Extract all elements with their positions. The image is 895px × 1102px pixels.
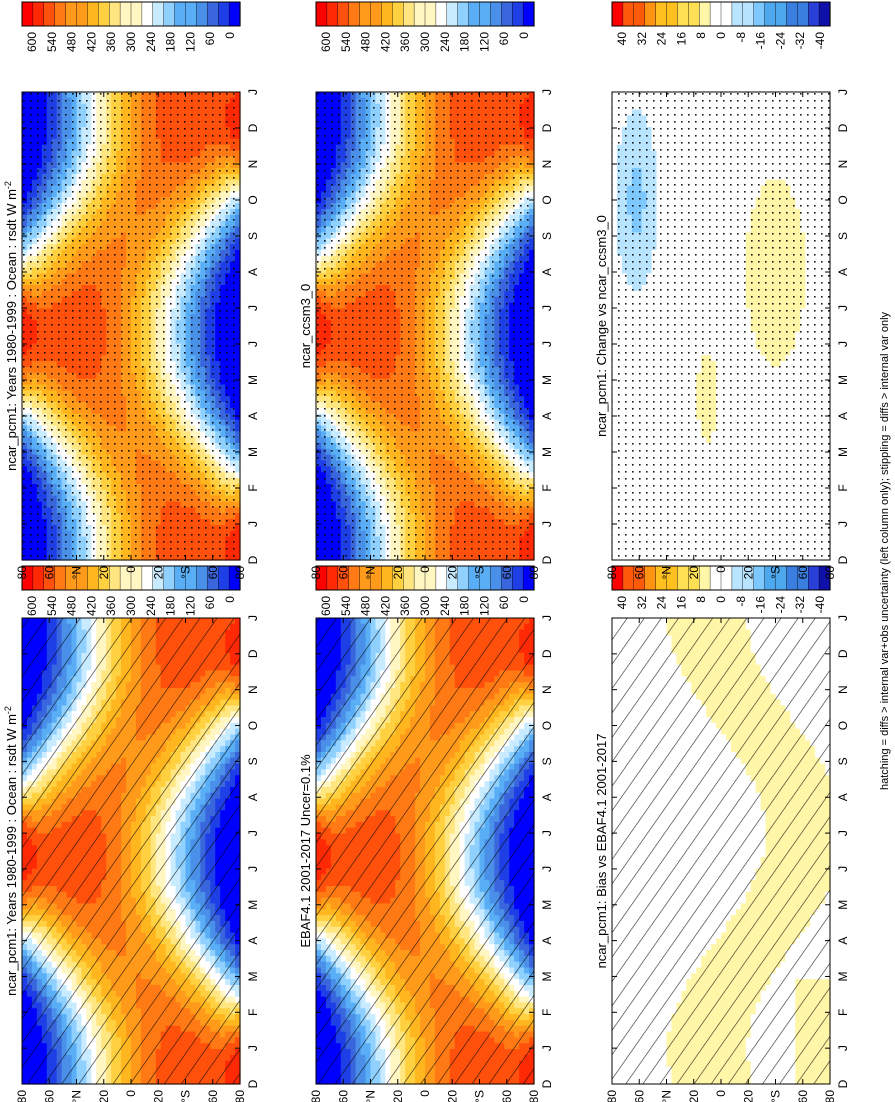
x-tick-label: J: [246, 1045, 260, 1051]
colorbar-swatch: [163, 565, 176, 591]
colorbar-tick-label: 600: [25, 596, 39, 616]
colorbar-tick-label: 60: [203, 596, 217, 610]
y-tick-label: 20: [97, 1090, 111, 1102]
colorbar-tick-label: 420: [84, 596, 98, 616]
colorbar-tick-label: 360: [104, 596, 118, 616]
y-tick-label: 80: [15, 1090, 29, 1102]
x-tick-label: D: [246, 649, 260, 658]
x-tick-label: M: [246, 900, 260, 910]
x-tick-label: A: [246, 793, 260, 801]
colorbar-tick-label: 540: [45, 596, 59, 616]
x-tick-label: J: [246, 830, 260, 836]
y-tick-label: °N: [70, 1090, 84, 1102]
colorbar-tick-label: 240: [144, 596, 158, 616]
colorbar-tick-label: 0: [223, 596, 237, 603]
colorbar-swatch: [54, 565, 67, 591]
x-tick-label: J: [246, 866, 260, 872]
colorbar-tick-label: 480: [65, 596, 79, 616]
y-tick-label: °S: [179, 1090, 193, 1102]
x-tick-label: A: [246, 937, 260, 945]
x-tick-label: M: [246, 971, 260, 981]
x-tick-label: N: [246, 685, 260, 694]
colorbar-swatch: [217, 565, 230, 591]
y-tick-label: 20: [151, 1090, 165, 1102]
colorbar-tick-label: 300: [124, 596, 138, 616]
colorbar-frame: [21, 565, 241, 591]
y-tick-label: 60: [42, 1090, 56, 1102]
x-tick-label: O: [246, 721, 260, 730]
x-tick-label: S: [246, 757, 260, 765]
colorbar-tick-label: 180: [164, 596, 178, 616]
panel-p1: D J F M A M J J A S O N D J 80 60 °N 20 0 20 °S 60 80 ncar_pcm1…: [3, 565, 260, 1102]
x-tick-label: J: [246, 615, 260, 621]
y-tick-label: 60: [206, 1090, 220, 1102]
colorbar-tick-label: 120: [183, 596, 197, 616]
panel-title: ncar_pcm1: Years 1980-1999 : Ocean : rsd…: [3, 706, 19, 996]
pattern-overlay: [22, 618, 240, 1084]
y-tick-label: 80: [233, 1090, 247, 1102]
x-tick-label: F: [246, 1009, 260, 1016]
y-tick-label: 0: [124, 1090, 138, 1097]
colorbar-swatch: [108, 565, 121, 591]
x-tick-label: D: [246, 1079, 260, 1088]
